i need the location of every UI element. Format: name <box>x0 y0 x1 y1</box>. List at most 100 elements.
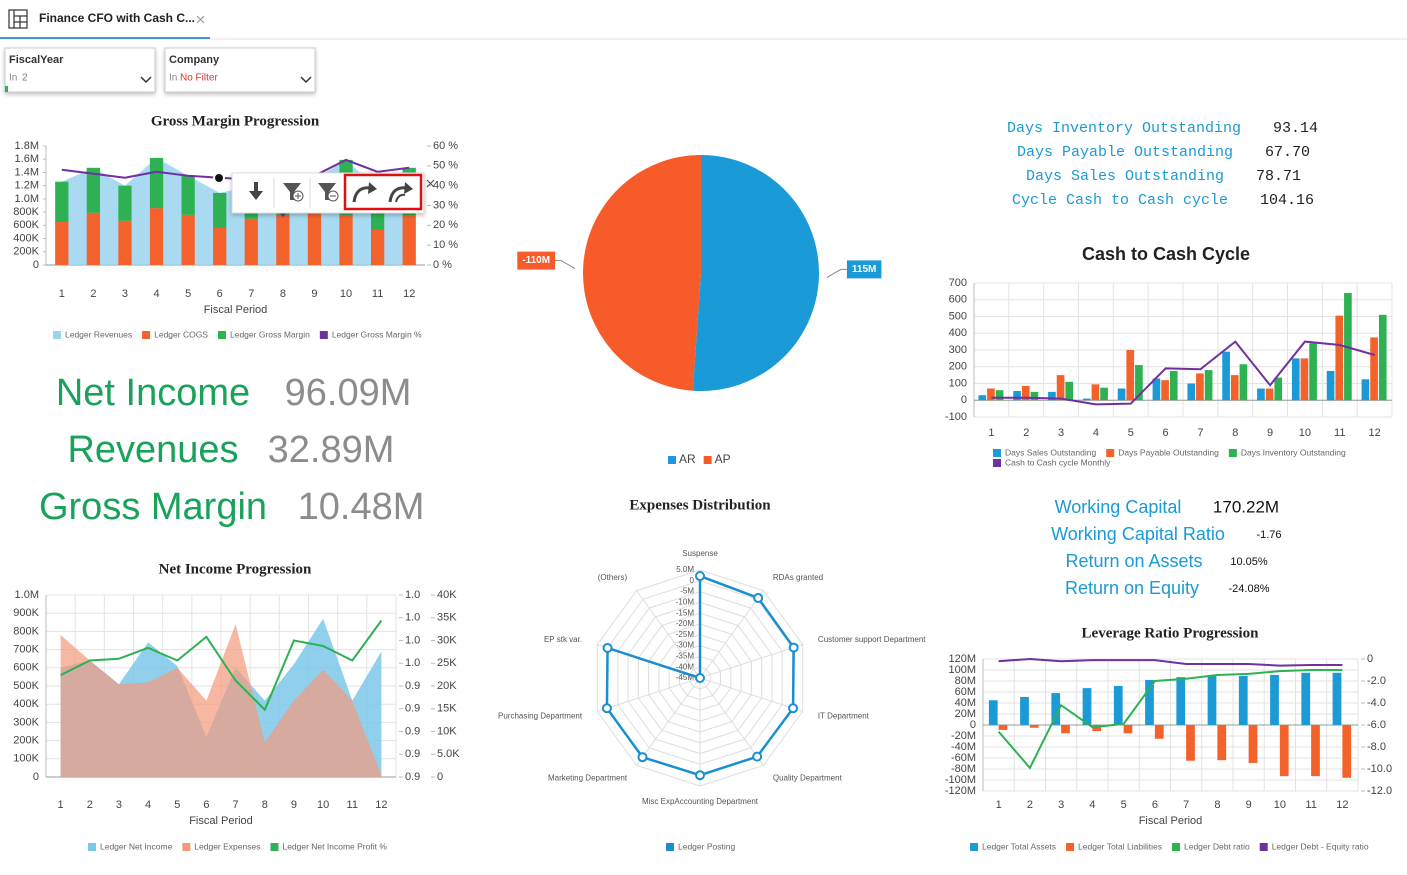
legend-swatch <box>993 449 1001 457</box>
x-tick-label: 10 <box>1274 799 1286 811</box>
kpi-label: Net Income <box>56 372 250 414</box>
y-tick-label: -40M <box>951 741 976 753</box>
capital-metrics: Working Capital 170.22M Working Capital … <box>1051 497 1281 598</box>
y3-tick-label: 20K <box>437 680 457 692</box>
area <box>60 624 382 777</box>
bar <box>1056 375 1065 401</box>
bar <box>1154 725 1164 739</box>
chart-title: Net Income Progression <box>159 561 312 577</box>
bar <box>1021 386 1030 401</box>
legend-label: AR <box>679 452 696 466</box>
y3-tick-label: 30K <box>437 634 457 646</box>
bar <box>118 220 132 265</box>
kpi-value: 10.48M <box>298 486 425 528</box>
bar <box>1117 388 1126 401</box>
filter[interactable]: Company In No Filter <box>164 47 316 93</box>
tab-icon <box>8 9 28 29</box>
y-tick-label: 300K <box>13 716 39 728</box>
y-tick-label: -100M <box>945 774 976 786</box>
filter[interactable]: FiscalYear In 2 <box>4 47 156 93</box>
bar <box>1013 391 1021 401</box>
filter-box[interactable] <box>4 47 156 93</box>
bar <box>1051 693 1061 725</box>
bar <box>55 222 69 265</box>
bar <box>181 175 195 215</box>
tab-title[interactable]: Finance CFO with Cash C... <box>39 11 195 25</box>
y-tick-label: 1.0M <box>15 193 39 205</box>
chart-title: Expenses Distribution <box>629 497 771 513</box>
toolbar-close[interactable] <box>426 179 435 188</box>
bar <box>1152 378 1161 401</box>
x-tick-label: 1 <box>58 799 64 811</box>
category-label: RDAs granted <box>773 573 823 582</box>
x-tick-label: 7 <box>248 288 254 300</box>
bar <box>1248 725 1258 763</box>
bar <box>1135 365 1143 401</box>
data-label: -110M <box>522 255 550 266</box>
radar-point <box>788 642 799 653</box>
filter-operator: In <box>169 73 177 84</box>
x-tick-label: 9 <box>311 288 317 300</box>
bar <box>1048 391 1056 401</box>
legend-label: Days Payable Outstanding <box>1118 447 1219 457</box>
x-tick-label: 2 <box>90 288 96 300</box>
x-axis-label: Fiscal Period <box>1139 815 1203 827</box>
y-tick-label: 200K <box>13 735 39 747</box>
bar <box>1342 725 1352 778</box>
y-tick-label: 0 <box>33 259 39 271</box>
legend-swatch <box>668 456 676 464</box>
redo-all-button[interactable] <box>388 182 413 203</box>
legend-swatch <box>88 843 96 851</box>
y2-tick-label: 1.0 <box>405 657 420 669</box>
y-tick-label: 1.4M <box>15 166 39 178</box>
filter-chevron[interactable] <box>300 76 312 84</box>
x-tick-label: 8 <box>262 799 268 811</box>
y3-tick-label: 0 <box>437 771 443 783</box>
kpi-label: Revenues <box>67 429 238 471</box>
x-tick-label: 5 <box>1128 427 1134 439</box>
legend-label: Days Sales Outstanding <box>1005 447 1096 457</box>
filter-remove-button[interactable] <box>318 183 339 202</box>
legend-label: AP <box>715 452 731 466</box>
spoke <box>699 677 803 712</box>
metric-value: 93.14 <box>1273 120 1318 137</box>
category-label: Quality Department <box>773 773 843 782</box>
legend-label: Ledger Debt - Equity ratio <box>1272 841 1369 851</box>
legend-swatch <box>666 843 674 851</box>
chart-title: Cash to Cash Cycle <box>1082 244 1250 264</box>
bar <box>1092 725 1102 732</box>
filter-box[interactable] <box>164 47 316 93</box>
y-tick-label: 200 <box>949 361 967 373</box>
x-tick-label: 6 <box>217 288 223 300</box>
tab-close[interactable] <box>196 15 205 24</box>
bar <box>1309 343 1317 401</box>
x-tick-label: 11 <box>372 288 383 300</box>
radar-point <box>601 703 612 714</box>
bar <box>1145 679 1154 725</box>
x-tick-label: 7 <box>1197 427 1203 439</box>
category-label: EP stk var. <box>544 635 582 644</box>
legend-label: Ledger Posting <box>678 841 735 851</box>
legend-swatch <box>1228 449 1237 457</box>
bar <box>1332 672 1342 725</box>
bar <box>1291 358 1300 401</box>
x-tick-label: 3 <box>122 288 128 300</box>
drill-down-button[interactable] <box>249 182 263 200</box>
r-tick-label: -25M <box>676 630 695 639</box>
filter-chevron[interactable] <box>140 76 152 84</box>
bar <box>149 208 164 265</box>
bar <box>1265 388 1274 401</box>
spoke <box>597 677 701 712</box>
redo-button[interactable] <box>352 182 377 203</box>
metric-label: Return on Assets <box>1065 551 1202 571</box>
y-tick-label: 100 <box>949 377 967 389</box>
y2-tick-label: 0.9 <box>405 771 420 783</box>
line <box>998 657 1343 667</box>
bar <box>987 388 995 401</box>
pie-slice <box>582 155 701 391</box>
bar <box>213 192 227 228</box>
r-tick-label: 5.0M <box>676 565 694 574</box>
legend-label: Ledger Total Assets <box>982 841 1056 851</box>
filter-add-button[interactable] <box>283 183 304 202</box>
metric-value: 67.70 <box>1265 144 1310 161</box>
